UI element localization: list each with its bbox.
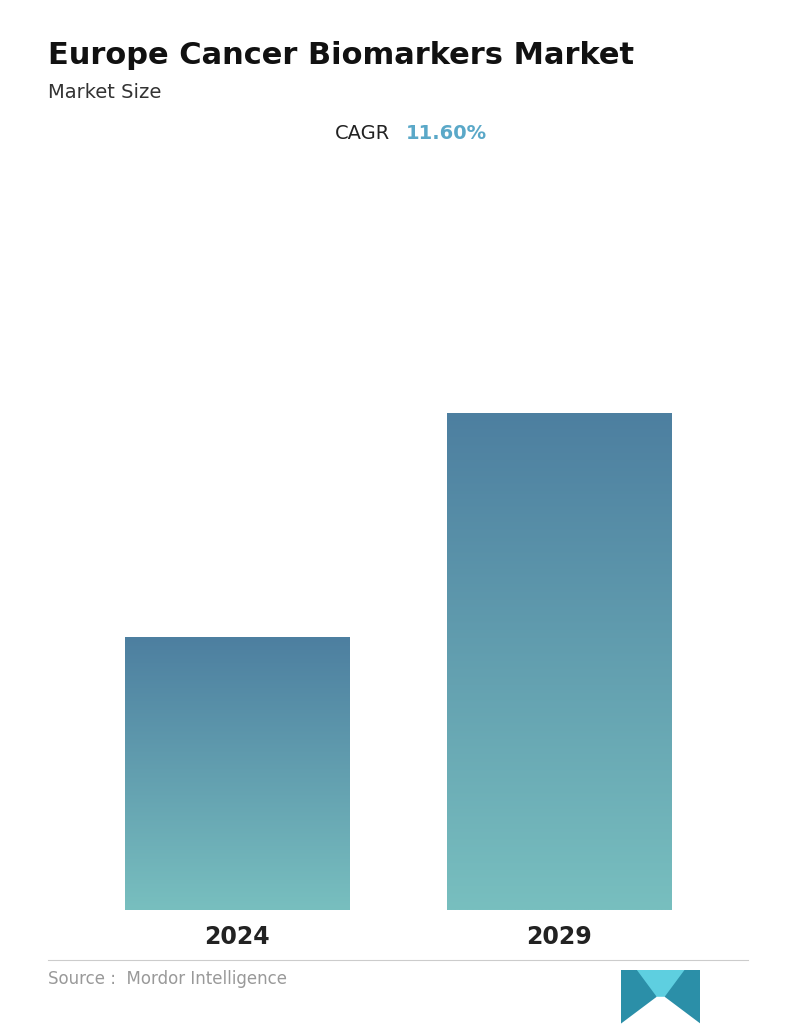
Text: 2024: 2024 xyxy=(204,925,270,949)
Text: Source :  Mordor Intelligence: Source : Mordor Intelligence xyxy=(48,970,287,987)
Text: 2029: 2029 xyxy=(526,925,592,949)
Text: 11.60%: 11.60% xyxy=(406,124,487,143)
Text: Market Size: Market Size xyxy=(48,83,161,101)
Text: CAGR: CAGR xyxy=(335,124,390,143)
Text: Europe Cancer Biomarkers Market: Europe Cancer Biomarkers Market xyxy=(48,41,634,70)
